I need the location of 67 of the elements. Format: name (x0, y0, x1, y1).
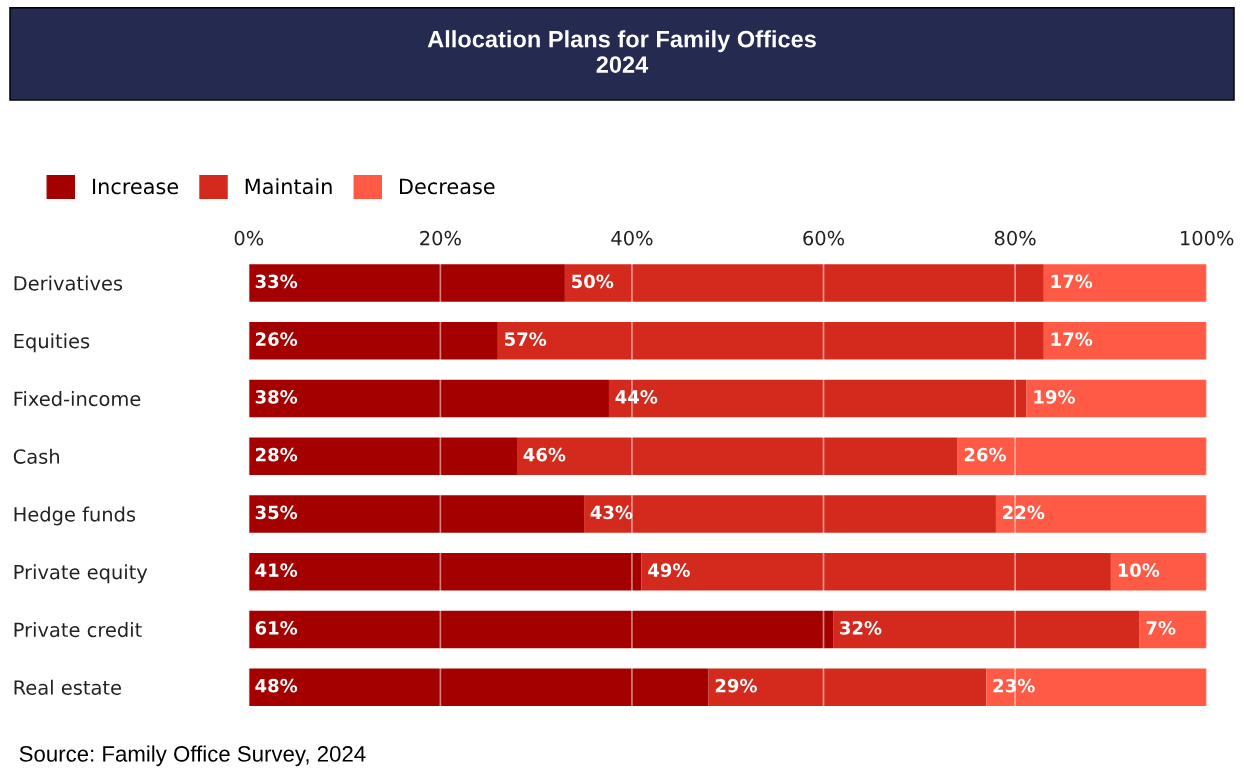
bar (248, 610, 834, 649)
source-note: Source: Family Office Survey, 2024 (19, 745, 366, 767)
data-label: 57% (504, 332, 547, 346)
bar (957, 437, 1207, 475)
bar (986, 668, 1207, 706)
bar (584, 495, 996, 533)
data-label: 23% (993, 678, 1035, 693)
bar (248, 495, 585, 533)
data-label: 7% (1146, 621, 1176, 635)
data-label: 32% (840, 621, 882, 635)
bar (1139, 610, 1207, 649)
data-label: 33% (255, 274, 298, 289)
data-label: 28% (255, 447, 298, 462)
legend-label: Maintain (245, 178, 332, 195)
bar (641, 552, 1111, 591)
bar (248, 321, 498, 360)
data-label: 48% (255, 678, 298, 693)
bar (248, 437, 518, 475)
data-label: 26% (964, 447, 1007, 462)
data-label: 41% (255, 563, 298, 577)
data-label: 35% (255, 505, 298, 520)
bar (248, 552, 642, 591)
bar (248, 379, 609, 418)
data-label: 22% (1003, 505, 1045, 520)
data-label: 44% (615, 390, 658, 404)
y-tick-label: Derivatives (14, 275, 123, 291)
y-tick-label: Private credit (14, 622, 142, 638)
bar (564, 264, 1044, 302)
bar (1110, 552, 1207, 591)
data-label: 61% (255, 621, 298, 635)
data-label: 38% (255, 390, 298, 404)
y-tick-label: Real estate (14, 679, 121, 695)
data-label: 17% (1051, 332, 1093, 346)
bar (833, 610, 1140, 649)
x-tick-label: 100% (1181, 230, 1234, 246)
x-tick-label: 80% (994, 230, 1036, 246)
bar (608, 379, 1027, 418)
x-tick-label: 40% (611, 230, 653, 246)
bar (517, 437, 958, 475)
bar (1026, 379, 1207, 418)
data-label: 10% (1118, 563, 1160, 577)
bar (708, 668, 987, 706)
y-tick-label: Fixed-income (14, 391, 141, 407)
data-label: 43% (590, 505, 633, 520)
bar (497, 321, 1044, 360)
bar (248, 668, 709, 706)
y-tick-label: Cash (13, 448, 59, 464)
chart-title: Allocation Plans for Family Offices 2024 (427, 30, 816, 73)
bar (995, 495, 1207, 533)
data-label: 49% (648, 563, 690, 577)
x-tick-label: 20% (420, 230, 461, 246)
data-label: 29% (715, 678, 757, 693)
data-label: 19% (1034, 390, 1075, 404)
y-tick-label: Private equity (14, 564, 148, 584)
data-label: 17% (1051, 274, 1093, 289)
x-tick-label: 0% (234, 230, 264, 246)
data-label: 46% (523, 447, 566, 462)
x-tick-label: 60% (803, 230, 845, 246)
bar (1043, 321, 1207, 360)
bar (1043, 264, 1207, 302)
data-label: 26% (255, 332, 298, 346)
legend-label: Increase (93, 178, 179, 195)
bar (248, 264, 565, 302)
data-label: 50% (572, 274, 614, 289)
y-tick-label: Equities (14, 333, 90, 353)
y-tick-label: Hedge funds (14, 506, 136, 526)
legend-label: Decrease (400, 178, 495, 195)
